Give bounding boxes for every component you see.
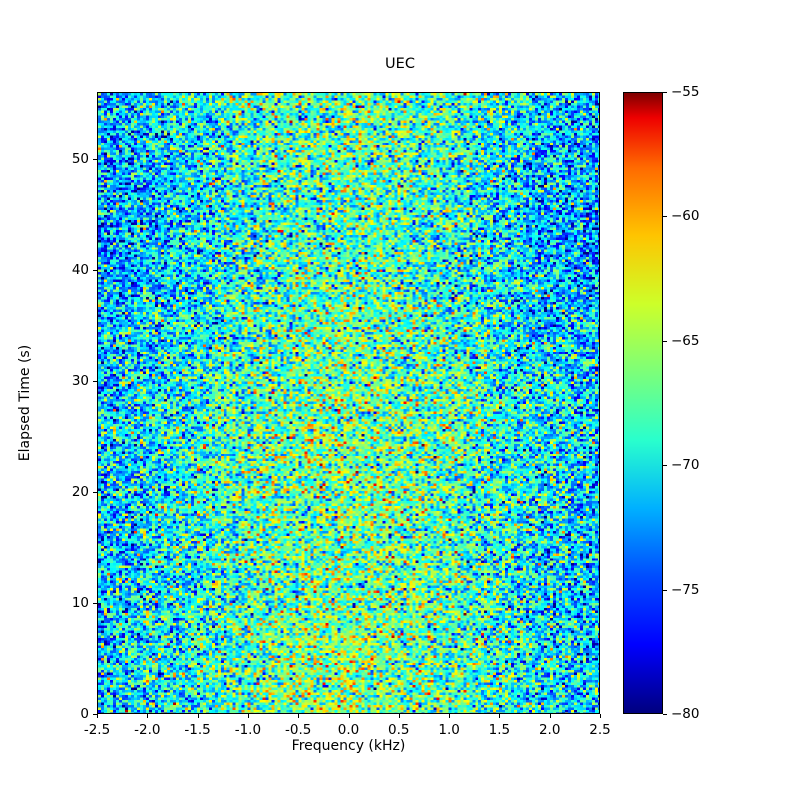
colorbar-tick-label: −75 bbox=[671, 581, 700, 598]
x-tick-mark bbox=[549, 714, 551, 718]
y-tick-mark bbox=[93, 491, 97, 493]
colorbar-tick-label: −55 bbox=[671, 84, 700, 100]
y-tick-mark bbox=[93, 269, 97, 271]
x-tick-mark bbox=[298, 714, 300, 718]
colorbar-tick-mark bbox=[663, 589, 667, 591]
y-tick-mark bbox=[93, 380, 97, 382]
spectrogram-axes bbox=[97, 92, 600, 714]
y-tick-label: 0 bbox=[80, 706, 89, 722]
x-tick-mark bbox=[449, 714, 451, 718]
x-tick-label: 2.5 bbox=[589, 722, 611, 738]
colorbar bbox=[623, 92, 663, 714]
x-tick-label: -2.5 bbox=[83, 722, 111, 738]
colorbar-tick-mark bbox=[663, 714, 667, 716]
x-tick-label: 1.5 bbox=[488, 722, 511, 738]
title-line-station: UEC bbox=[385, 56, 415, 73]
y-axis-label: Elapsed Time (s) bbox=[17, 344, 33, 462]
colorbar-tick-label: −70 bbox=[671, 457, 700, 474]
y-tick-mark bbox=[93, 714, 97, 716]
x-tick-label: -1.0 bbox=[234, 722, 262, 738]
x-tick-mark bbox=[348, 714, 350, 718]
x-tick-label: 0.0 bbox=[337, 722, 360, 738]
y-tick-mark bbox=[93, 158, 97, 160]
colorbar-tick-mark bbox=[663, 216, 667, 218]
x-tick-label: -1.5 bbox=[184, 722, 211, 738]
x-tick-mark bbox=[97, 714, 99, 718]
x-tick-label: 0.5 bbox=[388, 722, 410, 738]
y-tick-label: 50 bbox=[71, 150, 89, 167]
y-tick-label: 40 bbox=[71, 261, 89, 278]
x-tick-mark bbox=[398, 714, 400, 718]
colorbar-tick-mark bbox=[663, 465, 667, 467]
y-tick-label: 10 bbox=[71, 594, 89, 611]
x-tick-label: -2.0 bbox=[134, 722, 161, 738]
x-tick-mark bbox=[247, 714, 249, 718]
x-tick-mark bbox=[600, 714, 602, 718]
y-tick-label: 20 bbox=[71, 483, 89, 500]
x-tick-mark bbox=[197, 714, 199, 718]
colorbar-tick-label: −60 bbox=[671, 208, 700, 225]
x-tick-label: -0.5 bbox=[285, 722, 312, 738]
x-tick-mark bbox=[499, 714, 501, 718]
colorbar-tick-label: −65 bbox=[671, 332, 700, 349]
y-tick-label: 30 bbox=[71, 372, 89, 389]
x-axis-label: Frequency (kHz) bbox=[291, 738, 406, 754]
colorbar-tick-label: −80 bbox=[671, 706, 700, 722]
colorbar-tick-mark bbox=[663, 92, 667, 94]
x-tick-mark bbox=[147, 714, 149, 718]
y-tick-mark bbox=[93, 602, 97, 605]
x-tick-label: 1.0 bbox=[438, 722, 460, 738]
spectrogram-heatmap bbox=[98, 93, 599, 713]
colorbar-tick-mark bbox=[663, 340, 667, 342]
x-tick-label: 2.0 bbox=[538, 722, 561, 738]
